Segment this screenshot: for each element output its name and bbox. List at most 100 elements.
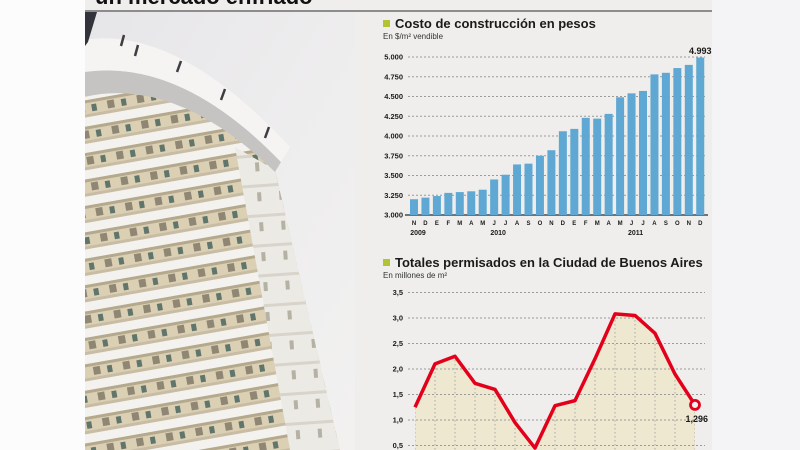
page-right-margin: [712, 0, 800, 450]
y-tick-label: 3.250: [384, 191, 403, 200]
y-tick-label: 1,0: [393, 416, 403, 425]
bar: [696, 57, 705, 215]
x-tick-label: D: [561, 221, 566, 227]
x-tick-label: A: [606, 221, 611, 227]
y-tick-label: 5.000: [384, 53, 403, 62]
bar: [581, 117, 590, 215]
year-label: 2011: [628, 230, 643, 237]
x-tick-label: N: [549, 221, 553, 227]
photo-corner-shadow: [85, 12, 97, 46]
x-tick-label: A: [652, 221, 657, 227]
x-tick-label: S: [526, 221, 530, 227]
x-tick-label: M: [480, 221, 485, 227]
x-tick-label: M: [457, 221, 462, 227]
year-label: 2009: [410, 230, 426, 237]
roof-antennas: [119, 34, 271, 139]
legend-bullet-icon: [383, 20, 390, 27]
bar: [570, 128, 579, 215]
x-tick-label: O: [538, 221, 543, 227]
x-tick-label: M: [618, 221, 623, 227]
bar: [604, 113, 613, 215]
x-tick-label: J: [630, 221, 633, 227]
x-tick-label: F: [584, 221, 588, 227]
bar: [661, 72, 670, 215]
bar: [616, 97, 625, 215]
area-fill: [415, 313, 695, 450]
chart1-subtitle: En $/m² vendible: [383, 32, 444, 41]
bar: [410, 199, 418, 215]
x-tick-label: N: [687, 221, 691, 227]
bar: [593, 118, 602, 215]
data-line: [413, 312, 697, 450]
bar: [478, 189, 487, 215]
x-tick-label: J: [504, 221, 507, 227]
header-divider: [85, 10, 712, 12]
y-tick-label: 0,5: [393, 441, 403, 450]
end-point-marker: [689, 399, 701, 411]
bar: [432, 196, 441, 215]
chart2-subtitle: En millones de m²: [383, 271, 448, 280]
page-title: un mercado enfriado: [95, 0, 313, 9]
chart2-title-row: Totales permisados en la Ciudad de Bueno…: [383, 255, 703, 270]
x-tick-label: J: [641, 221, 644, 227]
building-photo: [85, 12, 355, 450]
bar: [547, 150, 556, 215]
bar: [490, 179, 499, 215]
end-value-label: 1,296: [685, 414, 708, 424]
bar: [455, 192, 464, 215]
bar: [501, 174, 510, 215]
building-side: [235, 147, 340, 450]
y-tick-label: 3.000: [384, 211, 403, 220]
y-tick-label: 3,0: [393, 314, 403, 323]
year-label: 2010: [490, 230, 506, 237]
y-tick-label: 4.250: [384, 112, 403, 121]
y-tick-label: 3.750: [384, 151, 403, 160]
bar: [684, 64, 693, 216]
y-tick-label: 2,5: [393, 339, 403, 348]
roof-shadow: [85, 70, 281, 172]
bar: [444, 192, 453, 215]
line-chart-plot: 3,5 3,0 2,5 2,0 1,5 1,0 0,5 1,296: [393, 288, 708, 450]
chart1-title-row: Costo de construcción en pesos: [383, 16, 596, 31]
chart2-title: Totales permisados en la Ciudad de Bueno…: [395, 255, 703, 270]
y-tick-label: 3,5: [393, 288, 403, 297]
bar: [513, 164, 522, 215]
bar: [467, 191, 476, 215]
x-tick-label: J: [492, 221, 495, 227]
chart1-title: Costo de construcción en pesos: [395, 16, 596, 31]
bar: [650, 74, 659, 215]
bar: [535, 155, 544, 215]
x-tick-label: E: [435, 221, 439, 227]
y-tick-label: 4.000: [384, 132, 403, 141]
x-tick-label: A: [469, 221, 474, 227]
permits-chart: Totales permisados en la Ciudad de Bueno…: [372, 252, 717, 450]
x-tick-label: M: [595, 221, 600, 227]
page-left-margin: [0, 0, 85, 450]
bar: [639, 90, 647, 215]
y-tick-label: 4.750: [384, 72, 403, 81]
x-tick-label: N: [412, 221, 416, 227]
x-tick-label: D: [698, 221, 703, 227]
building-photo-art: [85, 12, 355, 450]
bar: [627, 93, 636, 215]
x-tick-label: S: [664, 221, 668, 227]
y-tick-label: 1,5: [393, 390, 403, 399]
bar: [558, 131, 567, 215]
roof-canopy: [85, 38, 290, 162]
legend-bullet-icon: [383, 259, 390, 266]
x-tick-label: D: [423, 221, 428, 227]
x-tick-label: O: [675, 221, 680, 227]
last-value-label: 4.993: [689, 46, 712, 56]
x-tick-label: F: [447, 221, 451, 227]
header: un mercado enfriado: [85, 0, 712, 9]
bar: [673, 68, 682, 215]
bar: [421, 197, 430, 215]
y-tick-label: 2,0: [393, 365, 403, 374]
construction-cost-chart: Costo de construcción en pesos En $/m² v…: [372, 14, 717, 252]
y-tick-label: 4.500: [384, 92, 403, 101]
y-tick-label: 3.500: [384, 171, 403, 180]
x-tick-label: E: [572, 221, 576, 227]
x-tick-label: A: [515, 221, 520, 227]
bar: [524, 163, 533, 215]
bar-chart-plot: 5.000 4.750 4.500 4.250 4.000 3.750 3.500 3.250…: [384, 46, 712, 237]
